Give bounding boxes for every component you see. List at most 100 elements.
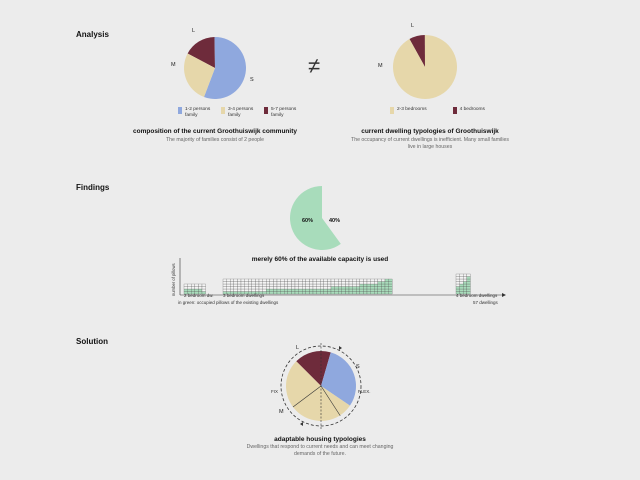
occupied-pillow <box>356 286 360 290</box>
empty-pillow <box>309 281 314 285</box>
empty-pillow <box>287 278 292 282</box>
occupied-pillow <box>384 288 389 292</box>
occupied-pillow <box>377 286 382 290</box>
legend-label: 1-2 persons family <box>185 107 211 118</box>
occupied-pillow <box>359 286 364 290</box>
occupied-pillow <box>316 288 321 292</box>
occupied-pillow <box>377 291 382 295</box>
empty-pillow <box>348 278 353 282</box>
empty-pillow <box>298 286 303 290</box>
pie1-legend: 1-2 persons family 3-4 persons family 5-… <box>178 107 299 119</box>
occupied-pillow <box>384 278 389 282</box>
capacity-used-slice <box>290 186 341 250</box>
empty-pillow <box>233 283 238 287</box>
empty-pillow <box>294 283 299 287</box>
empty-pillow <box>370 278 375 282</box>
pie1-label-m: M <box>171 62 176 68</box>
occupied-pillow <box>312 288 317 292</box>
empty-pillow <box>316 278 321 282</box>
occupied-pillow <box>345 288 350 292</box>
community-slice-2 <box>184 53 215 97</box>
adaptable-slice-1 <box>321 352 356 406</box>
occupied-pillow <box>366 288 371 292</box>
occupied-pillow <box>338 286 342 290</box>
occupied-pillow <box>266 288 270 292</box>
empty-pillow <box>187 286 192 290</box>
empty-pillow <box>323 286 328 290</box>
empty-pillow <box>251 281 256 285</box>
occupied-pillow <box>455 288 460 292</box>
legend-item-4-bedrooms: 4 bedrooms <box>452 107 485 114</box>
occupied-pillow <box>323 288 328 292</box>
empty-pillow <box>183 283 188 287</box>
empty-pillow <box>237 281 242 285</box>
empty-pillow <box>312 278 317 282</box>
occupied-pillow <box>459 286 464 290</box>
pie4-label-s: S <box>356 364 360 370</box>
pie1-label-l: L <box>192 28 196 34</box>
empty-pillow <box>237 283 242 287</box>
occupied-pillow <box>334 286 339 290</box>
section-title-analysis: Analysis <box>76 30 109 39</box>
empty-pillow <box>269 278 274 282</box>
empty-pillow <box>240 283 245 287</box>
occupied-pillow <box>183 288 188 292</box>
occupied-pillow <box>348 288 353 292</box>
empty-pillow <box>276 281 281 285</box>
occupied-pillow <box>466 286 471 290</box>
empty-pillow <box>248 283 252 287</box>
empty-pillow <box>348 281 353 285</box>
community-slice-0 <box>187 37 215 68</box>
adaptable-ring <box>280 345 362 427</box>
empty-pillow <box>194 286 199 290</box>
empty-pillow <box>284 281 288 285</box>
ylabel-text: number of pillows <box>171 263 176 296</box>
occupied-pillow <box>273 288 278 292</box>
occupied-pillow <box>276 288 281 292</box>
occupied-pillow <box>366 283 371 287</box>
empty-pillow <box>348 283 353 287</box>
occupied-pillow <box>352 288 357 292</box>
section-title-solution: Solution <box>76 337 108 346</box>
occupied-pillow <box>463 281 467 285</box>
not-equal-icon: ≠ <box>308 53 321 78</box>
legend-label: 3-4 persons family <box>228 107 254 118</box>
pillow-note: in green: occupied pillows of the existi… <box>178 300 279 305</box>
empty-pillow <box>316 281 321 285</box>
occupied-pillow <box>374 283 378 287</box>
empty-pillow <box>320 286 324 290</box>
group-label-3-bedroom: 3 bedroom dwellings <box>223 293 265 298</box>
occupied-pillow <box>370 283 375 287</box>
legend-item-3-4-persons: 3-4 persons family <box>221 107 256 119</box>
pie2-subtitle: The occupancy of current dwellings is in… <box>351 137 509 150</box>
empty-pillow <box>381 278 386 282</box>
occupied-pillow <box>341 288 346 292</box>
empty-pillow <box>287 286 292 290</box>
occupied-pillow <box>338 288 342 292</box>
empty-pillow <box>266 283 270 287</box>
empty-pillow <box>330 281 335 285</box>
empty-pillow <box>255 283 260 287</box>
empty-pillow <box>251 283 256 287</box>
pillow-occupancy-chart <box>179 258 506 297</box>
empty-pillow <box>284 283 288 287</box>
community-slice-1 <box>203 37 246 99</box>
occupied-pillow <box>334 288 339 292</box>
empty-pillow <box>374 278 378 282</box>
empty-pillow <box>273 286 278 290</box>
empty-pillow <box>352 278 357 282</box>
empty-pillow <box>356 281 360 285</box>
occupied-pillow <box>284 288 288 292</box>
empty-pillow <box>273 278 278 282</box>
dwelling-typologies-pie <box>393 35 457 99</box>
empty-pillow <box>345 281 350 285</box>
empty-pillow <box>237 288 242 292</box>
occupied-pillow <box>305 291 310 295</box>
empty-pillow <box>309 286 314 290</box>
occupied-pillow <box>455 286 460 290</box>
rotation-arrow-icon <box>339 346 342 350</box>
empty-pillow <box>366 278 371 282</box>
occupied-pillow <box>348 291 353 295</box>
empty-pillow <box>294 281 299 285</box>
occupied-pillow <box>284 291 288 295</box>
